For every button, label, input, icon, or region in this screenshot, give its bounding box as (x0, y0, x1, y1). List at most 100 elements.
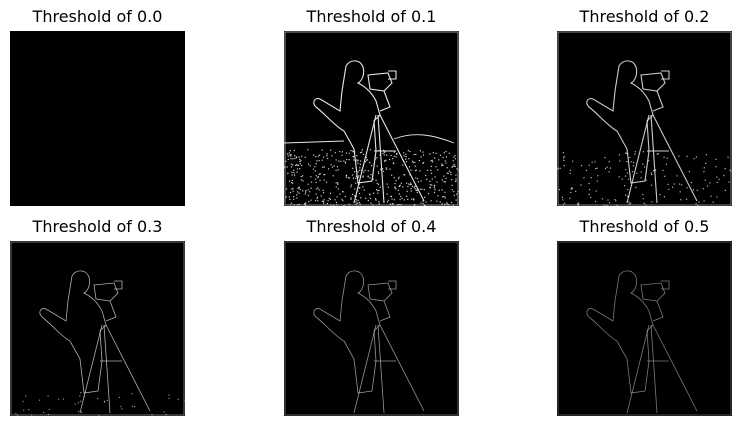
noise-speck (431, 159, 433, 161)
noise-speck (628, 196, 630, 198)
noise-speck (445, 162, 447, 164)
noise-speck (400, 195, 402, 198)
noise-speck (415, 153, 417, 155)
noise-speck (409, 150, 411, 153)
noise-speck (378, 201, 380, 203)
noise-speck (369, 197, 371, 199)
noise-speck (300, 176, 302, 178)
noise-speck (454, 165, 456, 167)
noise-speck (358, 187, 360, 189)
noise-speck (357, 199, 359, 202)
noise-speck (358, 202, 361, 204)
noise-speck (430, 200, 432, 202)
noise-speck (337, 169, 339, 171)
noise-speck (359, 167, 361, 169)
edge-path (626, 324, 650, 414)
edge-image (10, 241, 185, 416)
noise-speck (415, 170, 417, 172)
noise-speck (397, 189, 399, 191)
noise-speck (344, 161, 347, 163)
noise-speck (387, 186, 389, 188)
noise-speck (323, 174, 325, 176)
noise-speck (570, 191, 572, 194)
noise-speck (352, 177, 354, 179)
edge-strokes (284, 241, 459, 416)
noise-speck (344, 196, 346, 198)
noise-speck (360, 160, 362, 162)
noise-speck (364, 169, 366, 171)
noise-speck (673, 183, 675, 185)
noise-speck (408, 166, 411, 168)
noise-speck (647, 160, 650, 162)
noise-speck (651, 201, 653, 203)
noise-speck (433, 184, 436, 186)
noise-speck (168, 394, 170, 396)
noise-speck (298, 192, 300, 194)
noise-speck (326, 153, 328, 155)
noise-speck (696, 189, 698, 191)
edge-path (353, 114, 377, 204)
noise-speck (308, 201, 310, 203)
noise-speck (385, 167, 387, 169)
noise-speck (429, 184, 431, 186)
noise-speck (444, 197, 446, 199)
noise-speck (337, 182, 339, 184)
noise-speck (608, 161, 610, 163)
noise-speck (376, 165, 378, 167)
noise-speck (364, 161, 367, 163)
noise-speck (404, 174, 406, 176)
noise-speck (297, 204, 299, 206)
noise-speck (98, 415, 100, 416)
noise-speck (408, 183, 410, 185)
noise-speck (337, 183, 339, 185)
noise-speck (324, 174, 326, 176)
noise-speck (619, 160, 621, 162)
panel-title: Threshold of 0.3 (32, 217, 163, 236)
noise-speck (131, 393, 133, 395)
noise-speck (437, 195, 439, 197)
edge-path (39, 270, 107, 394)
noise-speck (357, 176, 359, 178)
noise-speck (350, 197, 352, 199)
noise-speck (374, 158, 377, 160)
noise-speck (313, 154, 315, 156)
noise-speck (358, 183, 360, 185)
noise-speck (421, 188, 423, 190)
noise-speck (569, 172, 571, 174)
noise-speck (447, 172, 449, 174)
noise-speck (441, 163, 443, 165)
noise-speck (604, 167, 607, 170)
noise-speck (418, 160, 420, 162)
noise-speck (444, 203, 446, 205)
noise-speck (400, 182, 402, 184)
noise-speck (316, 160, 318, 162)
panel-title: Threshold of 0.4 (306, 217, 437, 236)
noise-speck (298, 187, 300, 189)
noise-speck (290, 154, 292, 156)
noise-speck (715, 166, 717, 168)
noise-speck (47, 395, 49, 397)
noise-speck (681, 184, 683, 186)
noise-speck (323, 199, 325, 201)
noise-speck (292, 158, 294, 160)
noise-speck (563, 159, 565, 161)
noise-speck (307, 149, 309, 151)
noise-speck (653, 170, 655, 172)
noise-speck (285, 196, 287, 198)
edge-path (367, 72, 393, 92)
noise-speck (588, 193, 590, 196)
noise-speck (435, 152, 437, 154)
noise-speck (326, 155, 328, 157)
noise-speck (314, 170, 316, 172)
noise-speck (591, 161, 593, 163)
noise-speck (350, 198, 352, 200)
noise-speck (703, 167, 705, 169)
noise-speck (563, 157, 565, 159)
noise-speck (363, 189, 365, 191)
noise-speck (393, 155, 395, 157)
noise-speck (412, 162, 414, 164)
noise-speck (360, 152, 362, 154)
edge-strokes (557, 31, 732, 206)
noise-speck (362, 176, 364, 178)
noise-speck (451, 166, 453, 168)
